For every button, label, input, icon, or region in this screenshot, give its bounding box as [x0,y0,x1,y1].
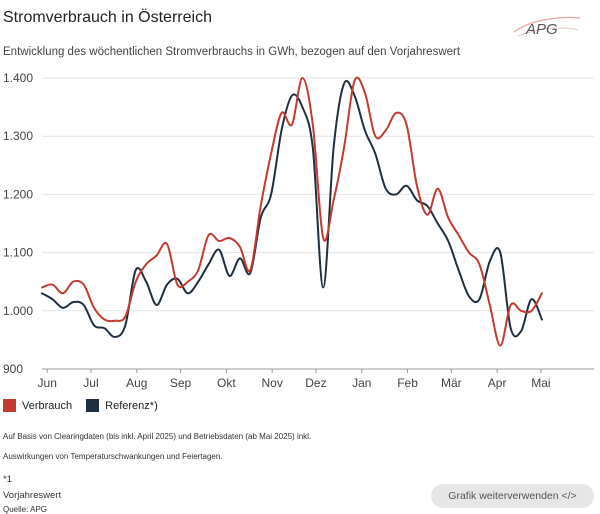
line-chart: 900 1.000 1.100 1.200 1.300 1.400 Jun Jul Aug Sep… [3,71,594,390]
x-tick-label: Okt [217,376,236,390]
note-line-1: Auf Basis von Clearingdaten (bis inkl. A… [3,432,312,441]
y-tick-label: 1.400 [3,71,33,85]
svg-text:APG: APG [525,21,558,38]
x-tick-label: Jul [83,376,98,390]
y-tick-label: 900 [3,362,23,376]
x-tick-label: Aug [126,376,147,390]
chart-legend: Verbrauch Referenz*) [3,399,158,412]
x-tick-label: Mai [531,376,550,390]
x-tick-label: Dez [305,376,326,390]
legend-label-verbrauch: Verbrauch [22,399,73,412]
chart-title: Stromverbrauch in Österreich [3,9,212,26]
note-line-2: Auswirkungen von Temperaturschwankungen … [3,452,223,461]
x-tick-label: Nov [262,376,283,390]
x-tick-label: Mär [441,376,462,390]
legend-swatch-referenz [86,399,100,412]
x-tick-label: Feb [397,376,418,390]
source-label: Quelle: APG [3,505,48,514]
footnote-text: Vorjahreswert [3,490,62,501]
legend-item-referenz[interactable]: Referenz*) [86,399,158,412]
chart-subtitle: Entwicklung des wöchentlichen Stromverbr… [3,46,461,58]
footnote-mark: *1 [3,474,12,485]
y-tick-label: 1.000 [3,304,33,318]
y-tick-label: 1.200 [3,187,33,201]
y-tick-label: 1.100 [3,246,33,260]
legend-label-referenz: Referenz*) [105,399,158,412]
x-tick-label: Sep [170,376,192,390]
series-line-referenz [41,79,543,338]
legend-swatch-verbrauch [3,399,16,412]
x-tick-label: Jan [352,376,371,390]
series-line-verbrauch [41,76,543,347]
x-tick-label: Apr [488,376,507,390]
apg-logo: APG [513,16,581,38]
x-tick-label: Jun [38,376,57,390]
y-tick-label: 1.300 [3,129,33,143]
legend-item-verbrauch[interactable]: Verbrauch [3,399,72,412]
reuse-graphic-button[interactable]: Grafik weiterverwenden </> [431,484,594,508]
